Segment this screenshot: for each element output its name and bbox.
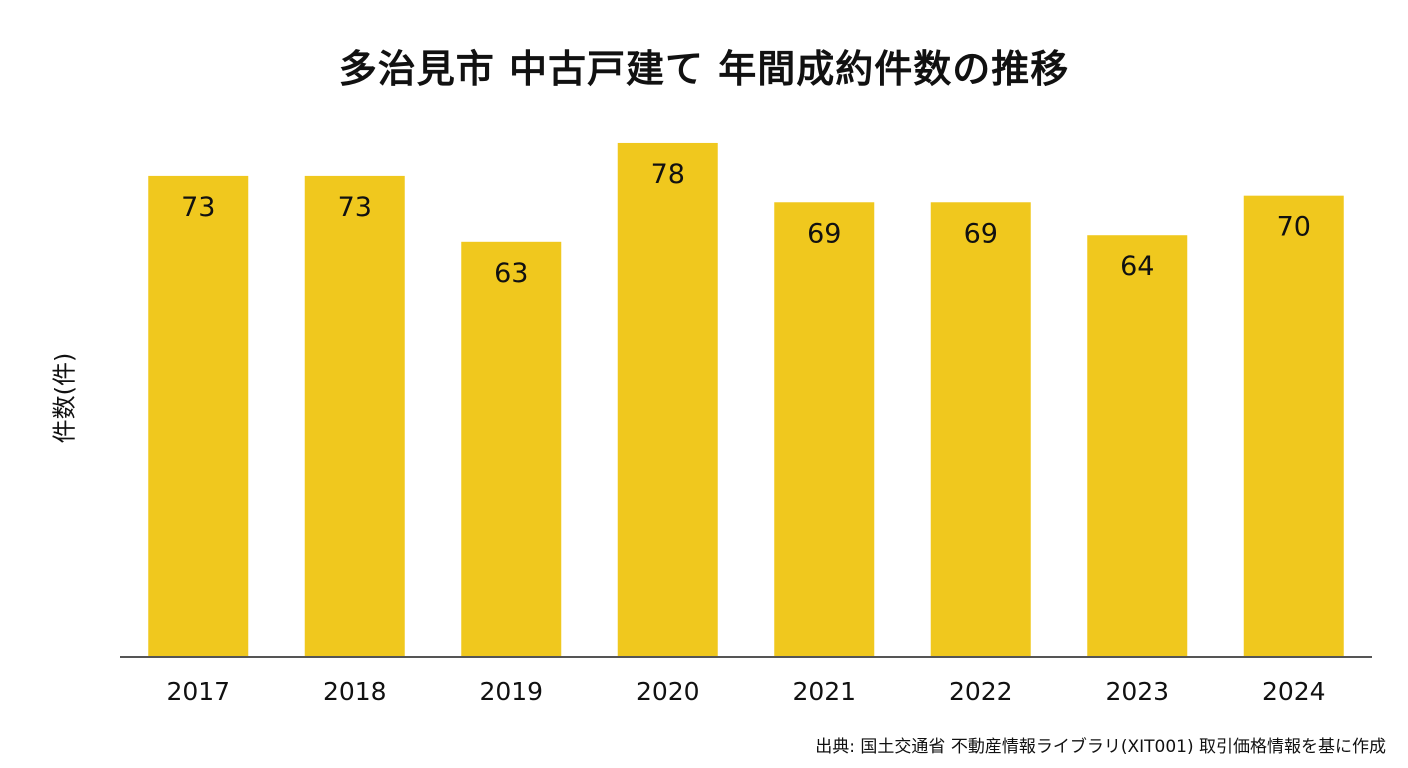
x-tick-label: 2022 bbox=[949, 677, 1013, 706]
bar-value-label: 63 bbox=[494, 258, 528, 289]
bar-2022 bbox=[930, 202, 1031, 657]
bar-value-label: 78 bbox=[651, 159, 685, 190]
bar-2017 bbox=[148, 175, 249, 657]
bar-value-label: 70 bbox=[1277, 212, 1311, 243]
bar-value-label: 73 bbox=[338, 192, 372, 223]
bar-value-label: 64 bbox=[1120, 251, 1154, 282]
x-tick-label: 2024 bbox=[1262, 677, 1326, 706]
bar-value-label: 69 bbox=[807, 218, 841, 249]
bar-2020 bbox=[617, 142, 718, 658]
x-tick-label: 2017 bbox=[166, 677, 230, 706]
bar-2019 bbox=[461, 241, 562, 657]
x-tick-label: 2023 bbox=[1105, 677, 1169, 706]
bar-value-label: 73 bbox=[181, 192, 215, 223]
x-tick-label: 2019 bbox=[479, 677, 543, 706]
x-tick-labels: 2017 2018 2019 2020 2021 2022 2023 2024 bbox=[166, 677, 1325, 706]
x-tick-label: 2021 bbox=[792, 677, 856, 706]
bar-2021 bbox=[774, 202, 875, 657]
x-tick-label: 2018 bbox=[323, 677, 387, 706]
y-axis-label: 件数(件) bbox=[50, 352, 79, 444]
bar-value-label: 69 bbox=[964, 218, 998, 249]
x-tick-label: 2020 bbox=[636, 677, 700, 706]
chart-title: 多治見市 中古戸建て 年間成約件数の推移 bbox=[338, 47, 1070, 91]
bar-2024 bbox=[1243, 195, 1344, 658]
source-note: 出典: 国土交通省 不動産情報ライブラリ(XIT001) 取引価格情報を基に作成 bbox=[815, 737, 1386, 757]
bar-2018 bbox=[304, 175, 405, 657]
bars-group: 73 73 63 78 69 69 64 70 bbox=[148, 142, 1344, 658]
bar-2023 bbox=[1087, 235, 1188, 658]
